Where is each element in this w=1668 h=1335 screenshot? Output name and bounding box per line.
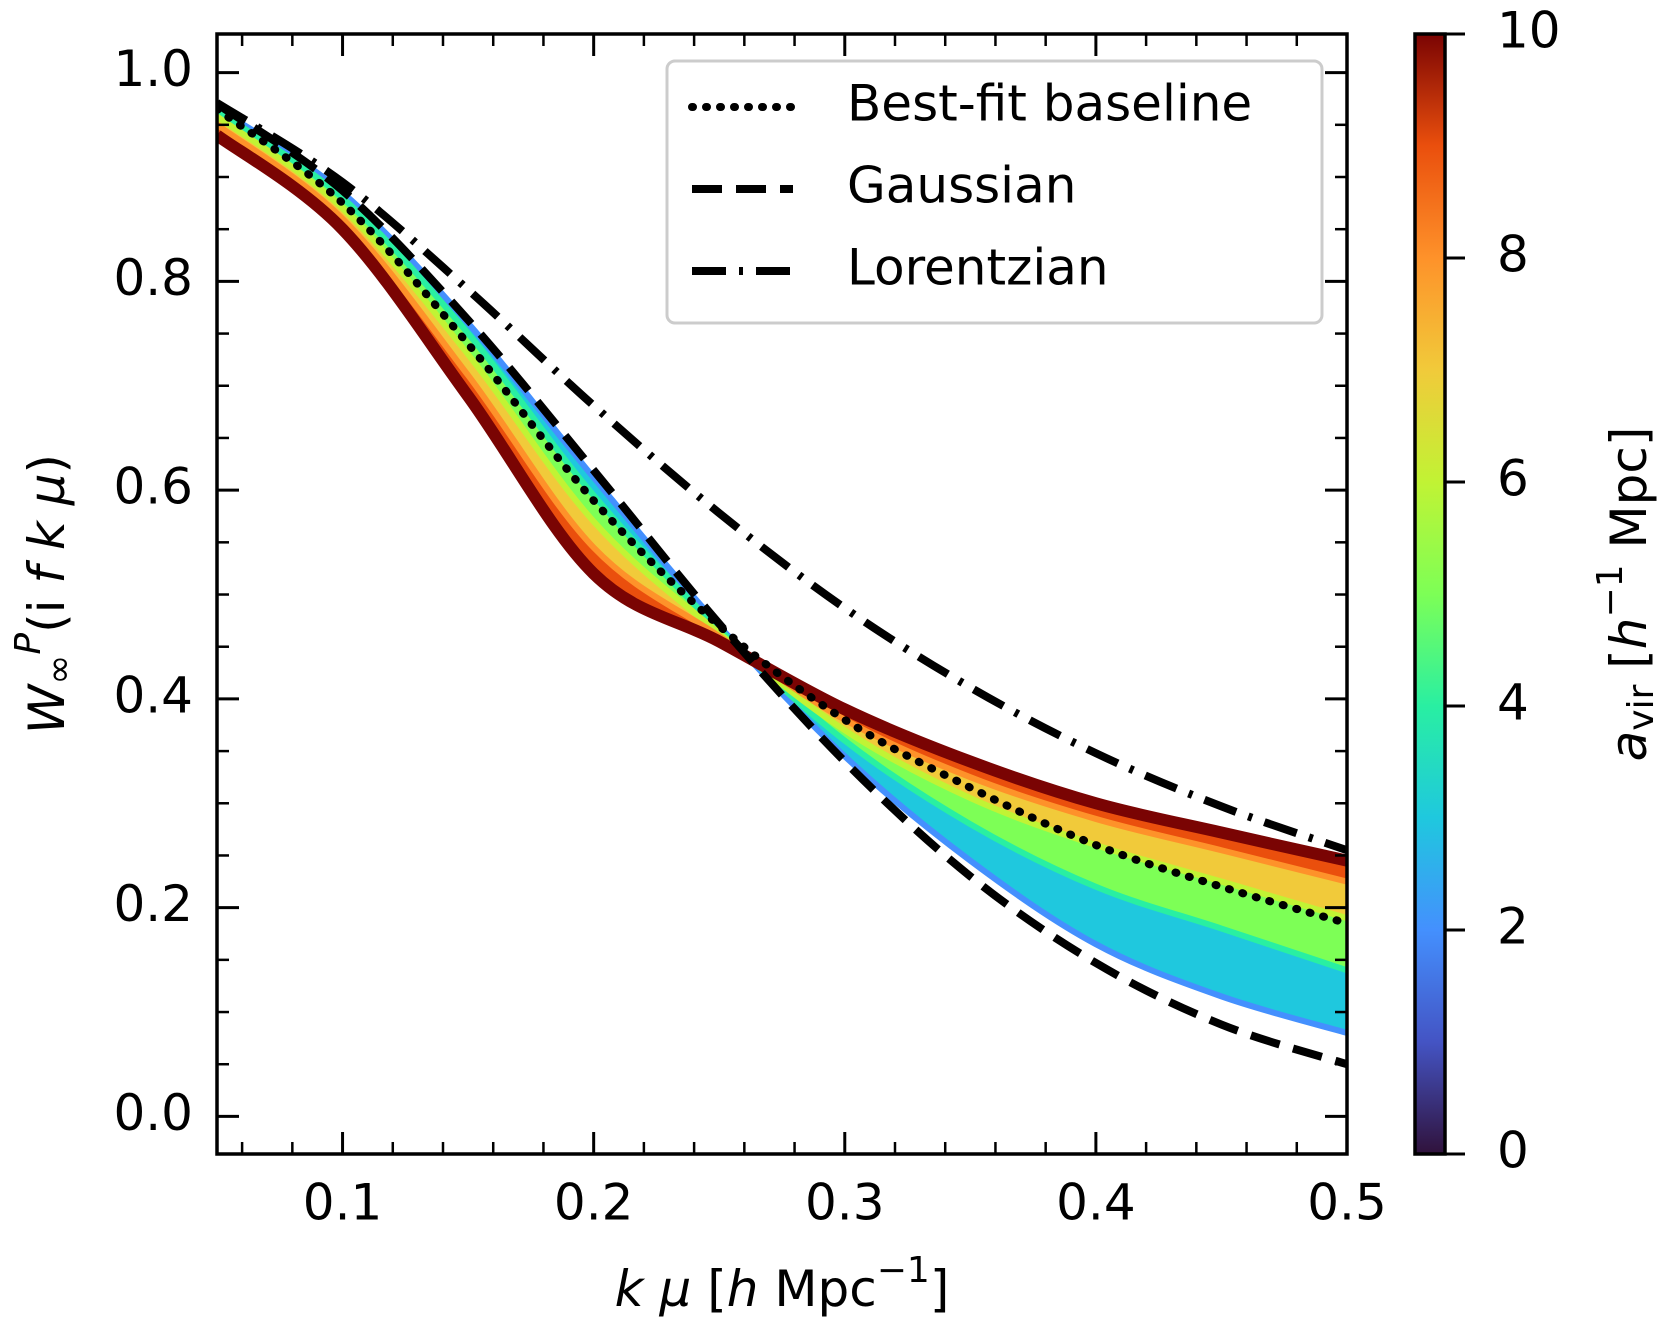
colorbar-tick-label: 8 xyxy=(1497,226,1529,284)
x-tick-label: 0.5 xyxy=(1307,1174,1387,1232)
y-tick-label: 1.0 xyxy=(113,40,193,98)
colorbar-label-part: a xyxy=(1600,731,1658,762)
line xyxy=(217,100,1347,1069)
y-tick-label: 0.6 xyxy=(113,458,193,516)
colorbar-label: avir [h−1 Mpc] xyxy=(1590,427,1662,762)
colorbar-label-part: Mpc] xyxy=(1600,427,1658,565)
x-tick-label: 0.1 xyxy=(303,1174,383,1232)
colorbar-label-part: h xyxy=(1600,618,1658,650)
y-axis-label-part: k xyxy=(18,519,76,566)
x-axis-label-part: −1 xyxy=(877,1250,930,1291)
y-axis-label-part: ) xyxy=(18,454,76,474)
colorbar-label-part: [ xyxy=(1600,649,1658,684)
x-axis-label: k μ [h Mpc−1] xyxy=(615,1250,950,1317)
y-tick-label: 0.4 xyxy=(113,666,193,724)
colorbar-tick-label: 6 xyxy=(1497,450,1529,508)
colorbar-tick-label: 10 xyxy=(1497,2,1561,60)
y-axis-label-part: μ xyxy=(18,473,76,521)
y-tick-label: 0.2 xyxy=(113,875,193,933)
y-axis-label-part: (i xyxy=(18,584,76,633)
x-axis-label-part: μ xyxy=(644,1260,692,1318)
x-axis-label-part: k xyxy=(615,1260,646,1318)
legend-label: Best-fit baseline xyxy=(847,75,1252,133)
x-axis-label-part: ] xyxy=(930,1260,950,1318)
x-axis-label-part: [ xyxy=(691,1260,726,1318)
colorbar-tick-label: 0 xyxy=(1497,1122,1529,1180)
x-tick-label: 0.4 xyxy=(1056,1174,1136,1232)
x-tick-label: 0.3 xyxy=(805,1174,885,1232)
legend-label: Gaussian xyxy=(847,157,1076,215)
legend-box xyxy=(665,59,1324,325)
y-axis-label-part: ∞ xyxy=(39,655,80,685)
y-axis-label: W∞P(i f k μ) xyxy=(8,454,80,734)
colorbar-tick-label: 2 xyxy=(1497,898,1529,956)
colorbar-tick-label: 4 xyxy=(1497,674,1529,732)
band-fill xyxy=(217,108,1347,1033)
x-axis-label-part: Mpc xyxy=(758,1260,876,1318)
y-axis-label-part: W xyxy=(18,683,76,734)
line xyxy=(217,99,1347,855)
y-tick-label: 0.0 xyxy=(113,1084,193,1142)
x-tick-label: 0.2 xyxy=(554,1174,634,1232)
x-axis-label-part: h xyxy=(727,1260,759,1318)
legend-label: Lorentzian xyxy=(847,239,1109,297)
colorbar xyxy=(1413,32,1447,1156)
colorbar-label-part: −1 xyxy=(1590,564,1631,617)
y-tick-label: 0.8 xyxy=(113,249,193,307)
y-axis-label-part: P xyxy=(8,633,49,655)
plot-area xyxy=(217,99,1347,1069)
colorbar-label-part: vir xyxy=(1621,684,1662,730)
